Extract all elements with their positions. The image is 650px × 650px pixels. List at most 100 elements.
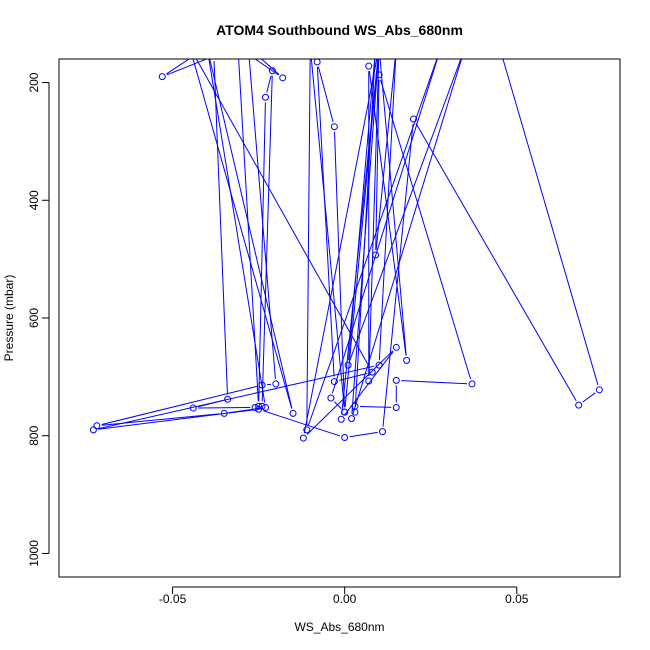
- series-segment: [375, 79, 380, 251]
- data-point: [262, 93, 270, 101]
- data-point: [158, 73, 166, 81]
- series-segment: [375, 59, 396, 251]
- y-tick-label: 800: [27, 425, 41, 445]
- series-segment: [310, 59, 345, 408]
- series-segment: [263, 410, 341, 437]
- data-point: [187, 44, 193, 50]
- data-point: [373, 44, 379, 50]
- data-point: [438, 44, 444, 50]
- series-segment: [101, 385, 258, 426]
- data-point: [497, 44, 503, 50]
- data-point: [330, 123, 338, 131]
- series-segment: [307, 59, 438, 426]
- series-segment: [359, 405, 392, 408]
- x-tick-label: 0.05: [505, 592, 529, 606]
- data-point: [341, 408, 349, 416]
- data-point: [351, 408, 359, 416]
- series-segment: [260, 59, 280, 75]
- data-point: [575, 401, 583, 409]
- series-segment: [401, 380, 468, 385]
- series-segment: [378, 59, 397, 361]
- data-point: [272, 380, 280, 388]
- data-point: [344, 361, 352, 369]
- plot-frame: [58, 58, 621, 578]
- data-point: [255, 405, 263, 413]
- series-segment: [352, 59, 463, 415]
- x-axis: -0.05 0.00 0.05: [159, 586, 529, 606]
- series-segment: [166, 59, 208, 76]
- x-tick-label: -0.05: [159, 592, 187, 606]
- series-segment: [502, 59, 599, 386]
- data-point: [220, 409, 228, 417]
- data-point: [251, 403, 259, 411]
- y-tick-label: 400: [27, 190, 41, 210]
- data-point: [255, 402, 263, 410]
- series-segment: [213, 61, 228, 395]
- data-layer: [89, 44, 603, 442]
- data-point: [379, 428, 387, 436]
- series-segment: [98, 409, 254, 430]
- series-segment: [209, 59, 293, 409]
- data-point: [392, 403, 400, 411]
- data-point: [303, 426, 311, 434]
- series-segment: [382, 123, 414, 427]
- data-point: [392, 376, 400, 384]
- series-segment: [349, 431, 378, 438]
- x-axis-label: WS_Abs_680nm: [294, 620, 384, 634]
- data-point: [204, 44, 210, 50]
- data-point: [375, 361, 383, 369]
- data-point: [368, 368, 376, 376]
- y-tick-label: 600: [27, 308, 41, 328]
- data-point: [93, 422, 101, 430]
- series-segment: [379, 59, 407, 356]
- series-segment: [368, 59, 380, 377]
- data-point: [365, 62, 373, 70]
- data-point: [245, 44, 251, 50]
- series-segment: [195, 59, 371, 369]
- series-segment: [316, 66, 335, 377]
- y-axis-label: Pressure (mbar): [2, 275, 16, 362]
- data-point: [327, 394, 335, 402]
- data-point: [313, 59, 321, 66]
- series-segment: [582, 392, 596, 403]
- series-segment: [303, 59, 378, 434]
- data-point: [403, 356, 411, 364]
- series-segment: [266, 75, 272, 93]
- data-point: [211, 59, 216, 60]
- data-point: [393, 44, 399, 50]
- data-point: [189, 404, 197, 412]
- data-point: [348, 415, 356, 423]
- series-segment: [258, 102, 266, 402]
- series-segment: [348, 59, 376, 361]
- data-point: [268, 67, 276, 75]
- x-tick-label: 0.00: [333, 592, 357, 606]
- data-point: [372, 251, 380, 259]
- data-point: [462, 44, 468, 50]
- data-point: [375, 71, 383, 79]
- series-segment: [261, 75, 273, 402]
- data-point: [330, 378, 338, 386]
- series-segment: [208, 59, 266, 403]
- data-point: [337, 415, 345, 423]
- series-segment: [98, 365, 375, 430]
- series-segment: [380, 79, 472, 380]
- series-segment: [415, 123, 577, 402]
- data-point: [376, 44, 382, 50]
- series-segment: [254, 59, 279, 76]
- series-segment: [354, 59, 376, 408]
- data-point: [351, 402, 359, 410]
- data-point: [235, 44, 241, 50]
- data-point: [279, 74, 287, 82]
- series-segment: [349, 59, 462, 361]
- chart-title: ATOM4 Southbound WS_Abs_680nm: [216, 22, 463, 38]
- data-point: [468, 380, 476, 388]
- y-tick-label: 1000: [27, 540, 41, 567]
- y-tick-label: 200: [27, 72, 41, 92]
- data-point: [289, 409, 297, 417]
- data-point: [376, 44, 382, 50]
- series-segment: [192, 59, 293, 409]
- data-point: [307, 44, 313, 50]
- data-point: [341, 433, 349, 441]
- data-point: [89, 426, 97, 434]
